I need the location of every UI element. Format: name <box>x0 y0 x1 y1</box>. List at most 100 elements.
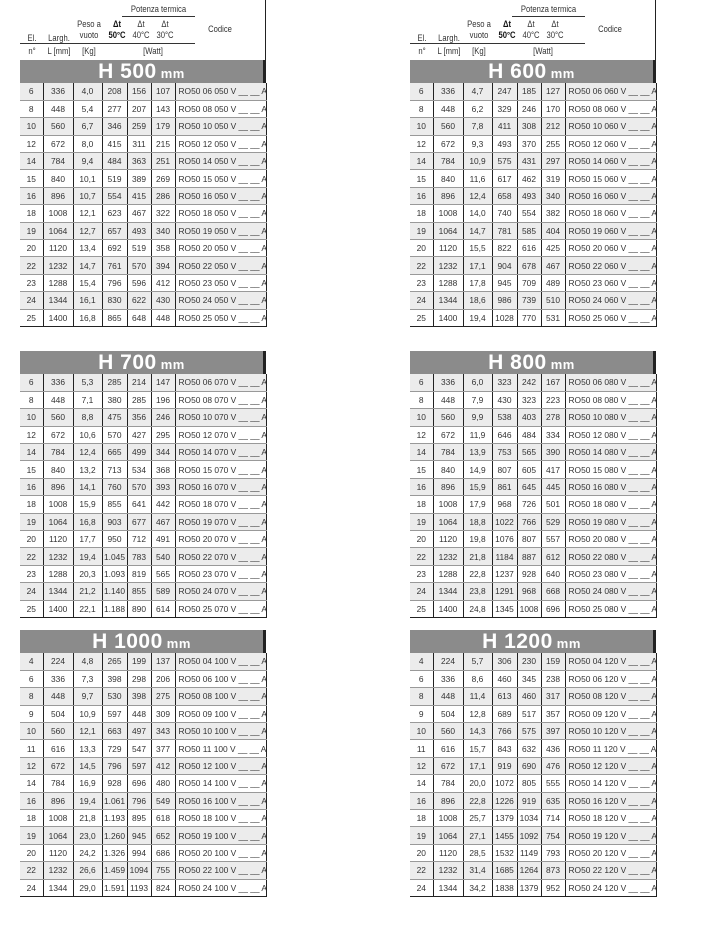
cell-largh: 784 <box>432 152 463 171</box>
cell-w30: 179 <box>150 117 175 136</box>
cell-largh: 840 <box>42 460 73 479</box>
cell-largh: 560 <box>42 117 73 136</box>
cell-largh: 896 <box>42 478 73 497</box>
cell-el: 8 <box>20 100 43 119</box>
cell-w40: 363 <box>126 152 151 171</box>
table-row: 10 560 7,8 411 308 212 RO50 10 060 V __ __ A <box>410 117 657 136</box>
cell-el: 20 <box>20 239 43 258</box>
cell-w30: 394 <box>150 256 175 275</box>
cell-w30: 549 <box>150 792 175 811</box>
header-dt40: Δt 40°C <box>522 19 540 40</box>
cell-codice: RO50 24 120 V __ __ A <box>564 879 657 897</box>
cell-w50: 766 <box>491 722 517 741</box>
cell-w50: 346 <box>101 117 127 136</box>
banner-title: H 1000 <box>92 630 163 653</box>
cell-w50: 530 <box>101 687 127 706</box>
cell-w30: 467 <box>540 256 565 275</box>
cell-w30: 344 <box>150 443 175 462</box>
cell-peso: 10,9 <box>462 152 492 171</box>
table-row: 19 1064 27,1 1455 1092 754 RO50 19 120 V __ __… <box>410 826 657 845</box>
cell-codice: RO50 12 050 V __ __ A <box>174 135 267 154</box>
cell-w50: 796 <box>101 274 127 293</box>
cell-largh: 1120 <box>42 239 73 258</box>
cell-largh: 1120 <box>432 530 463 549</box>
cell-w30: 357 <box>540 705 565 724</box>
table-row: 24 1344 16,1 830 622 430 RO50 24 050 V __ __ A <box>20 291 267 310</box>
cell-peso: 14,7 <box>462 222 492 241</box>
table-row: 10 560 8,8 475 356 246 RO50 10 070 V __ __ A <box>20 408 267 427</box>
banner-title: H 1200 <box>482 630 553 653</box>
cell-peso: 15,9 <box>72 495 102 514</box>
cell-w40: 185 <box>516 83 541 101</box>
cell-w40: 1094 <box>126 861 151 880</box>
cell-peso: 19,4 <box>72 792 102 811</box>
cell-el: 14 <box>20 774 43 793</box>
cell-w50: 919 <box>491 757 517 776</box>
cell-el: 25 <box>20 600 43 618</box>
cell-codice: RO50 18 120 V __ __ A <box>564 809 657 828</box>
cell-largh: 1064 <box>432 826 463 845</box>
cell-w50: 903 <box>101 513 127 532</box>
cell-w40: 570 <box>126 256 151 275</box>
cell-codice: RO50 11 120 V __ __ A <box>564 739 657 758</box>
cell-w50: 1379 <box>491 809 517 828</box>
cell-largh: 1064 <box>432 513 463 532</box>
cell-w50: 843 <box>491 739 517 758</box>
table-row: 10 560 6,7 346 259 179 RO50 10 050 V __ __ A <box>20 117 267 136</box>
cell-w50: 570 <box>101 426 127 445</box>
cell-w40: 370 <box>516 135 541 154</box>
cell-el: 12 <box>20 426 43 445</box>
cell-w30: 159 <box>540 653 565 671</box>
cell-largh: 560 <box>432 117 463 136</box>
cell-w40: 242 <box>516 374 541 392</box>
cell-largh: 1400 <box>42 600 73 618</box>
cell-el: 12 <box>20 757 43 776</box>
cell-w40: 246 <box>516 100 541 119</box>
cell-w50: 247 <box>491 83 517 101</box>
table-row: 16 896 12,4 658 493 340 RO50 16 060 V __ __ A <box>410 187 657 206</box>
cell-codice: RO50 20 070 V __ __ A <box>174 530 267 549</box>
cell-el: 25 <box>410 600 433 618</box>
cell-el: 16 <box>20 478 43 497</box>
table-row: 14 784 16,9 928 696 480 RO50 14 100 V __ __ A <box>20 774 267 793</box>
cell-peso: 8,8 <box>72 408 102 427</box>
cell-w40: 427 <box>126 426 151 445</box>
cell-codice: RO50 06 060 V __ __ A <box>564 83 657 101</box>
cell-largh: 1232 <box>432 547 463 566</box>
cell-codice: RO50 14 120 V __ __ A <box>564 774 657 793</box>
cell-w40: 968 <box>516 582 541 601</box>
cell-peso: 12,7 <box>72 222 102 241</box>
cell-codice: RO50 06 070 V __ __ A <box>174 374 267 392</box>
cell-w30: 309 <box>150 705 175 724</box>
header-watt: [Watt] <box>143 46 163 56</box>
cell-w50: 663 <box>101 722 127 741</box>
cell-w40: 575 <box>516 722 541 741</box>
table-row: 11 616 15,7 843 632 436 RO50 11 120 V __ __ A <box>410 739 657 758</box>
banner-unit: mm <box>166 636 191 651</box>
table-row: 16 896 15,9 861 645 445 RO50 16 080 V __ __ A <box>410 478 657 497</box>
cell-peso: 4,8 <box>72 653 102 671</box>
cell-w30: 436 <box>540 739 565 758</box>
cell-w50: 415 <box>101 135 127 154</box>
cell-w30: 652 <box>150 826 175 845</box>
cell-peso: 12,1 <box>72 204 102 223</box>
cell-el: 19 <box>20 513 43 532</box>
cell-largh: 336 <box>42 670 73 689</box>
cell-codice: RO50 19 080 V __ __ A <box>564 513 657 532</box>
cell-w30: 334 <box>540 426 565 445</box>
cell-largh: 1064 <box>42 513 73 532</box>
cell-largh: 448 <box>42 391 73 410</box>
cell-w40: 712 <box>126 530 151 549</box>
cell-peso: 14,9 <box>462 460 492 479</box>
cell-w40: 484 <box>516 426 541 445</box>
cell-w40: 214 <box>126 374 151 392</box>
cell-w50: 1.045 <box>101 547 127 566</box>
cell-w50: 830 <box>101 291 127 310</box>
cell-w30: 167 <box>540 374 565 392</box>
cell-w40: 945 <box>126 826 151 845</box>
cell-w30: 251 <box>150 152 175 171</box>
cell-el: 22 <box>20 547 43 566</box>
cell-w40: 554 <box>516 204 541 223</box>
banner-title: H 500 <box>98 60 157 83</box>
cell-largh: 1120 <box>432 239 463 258</box>
